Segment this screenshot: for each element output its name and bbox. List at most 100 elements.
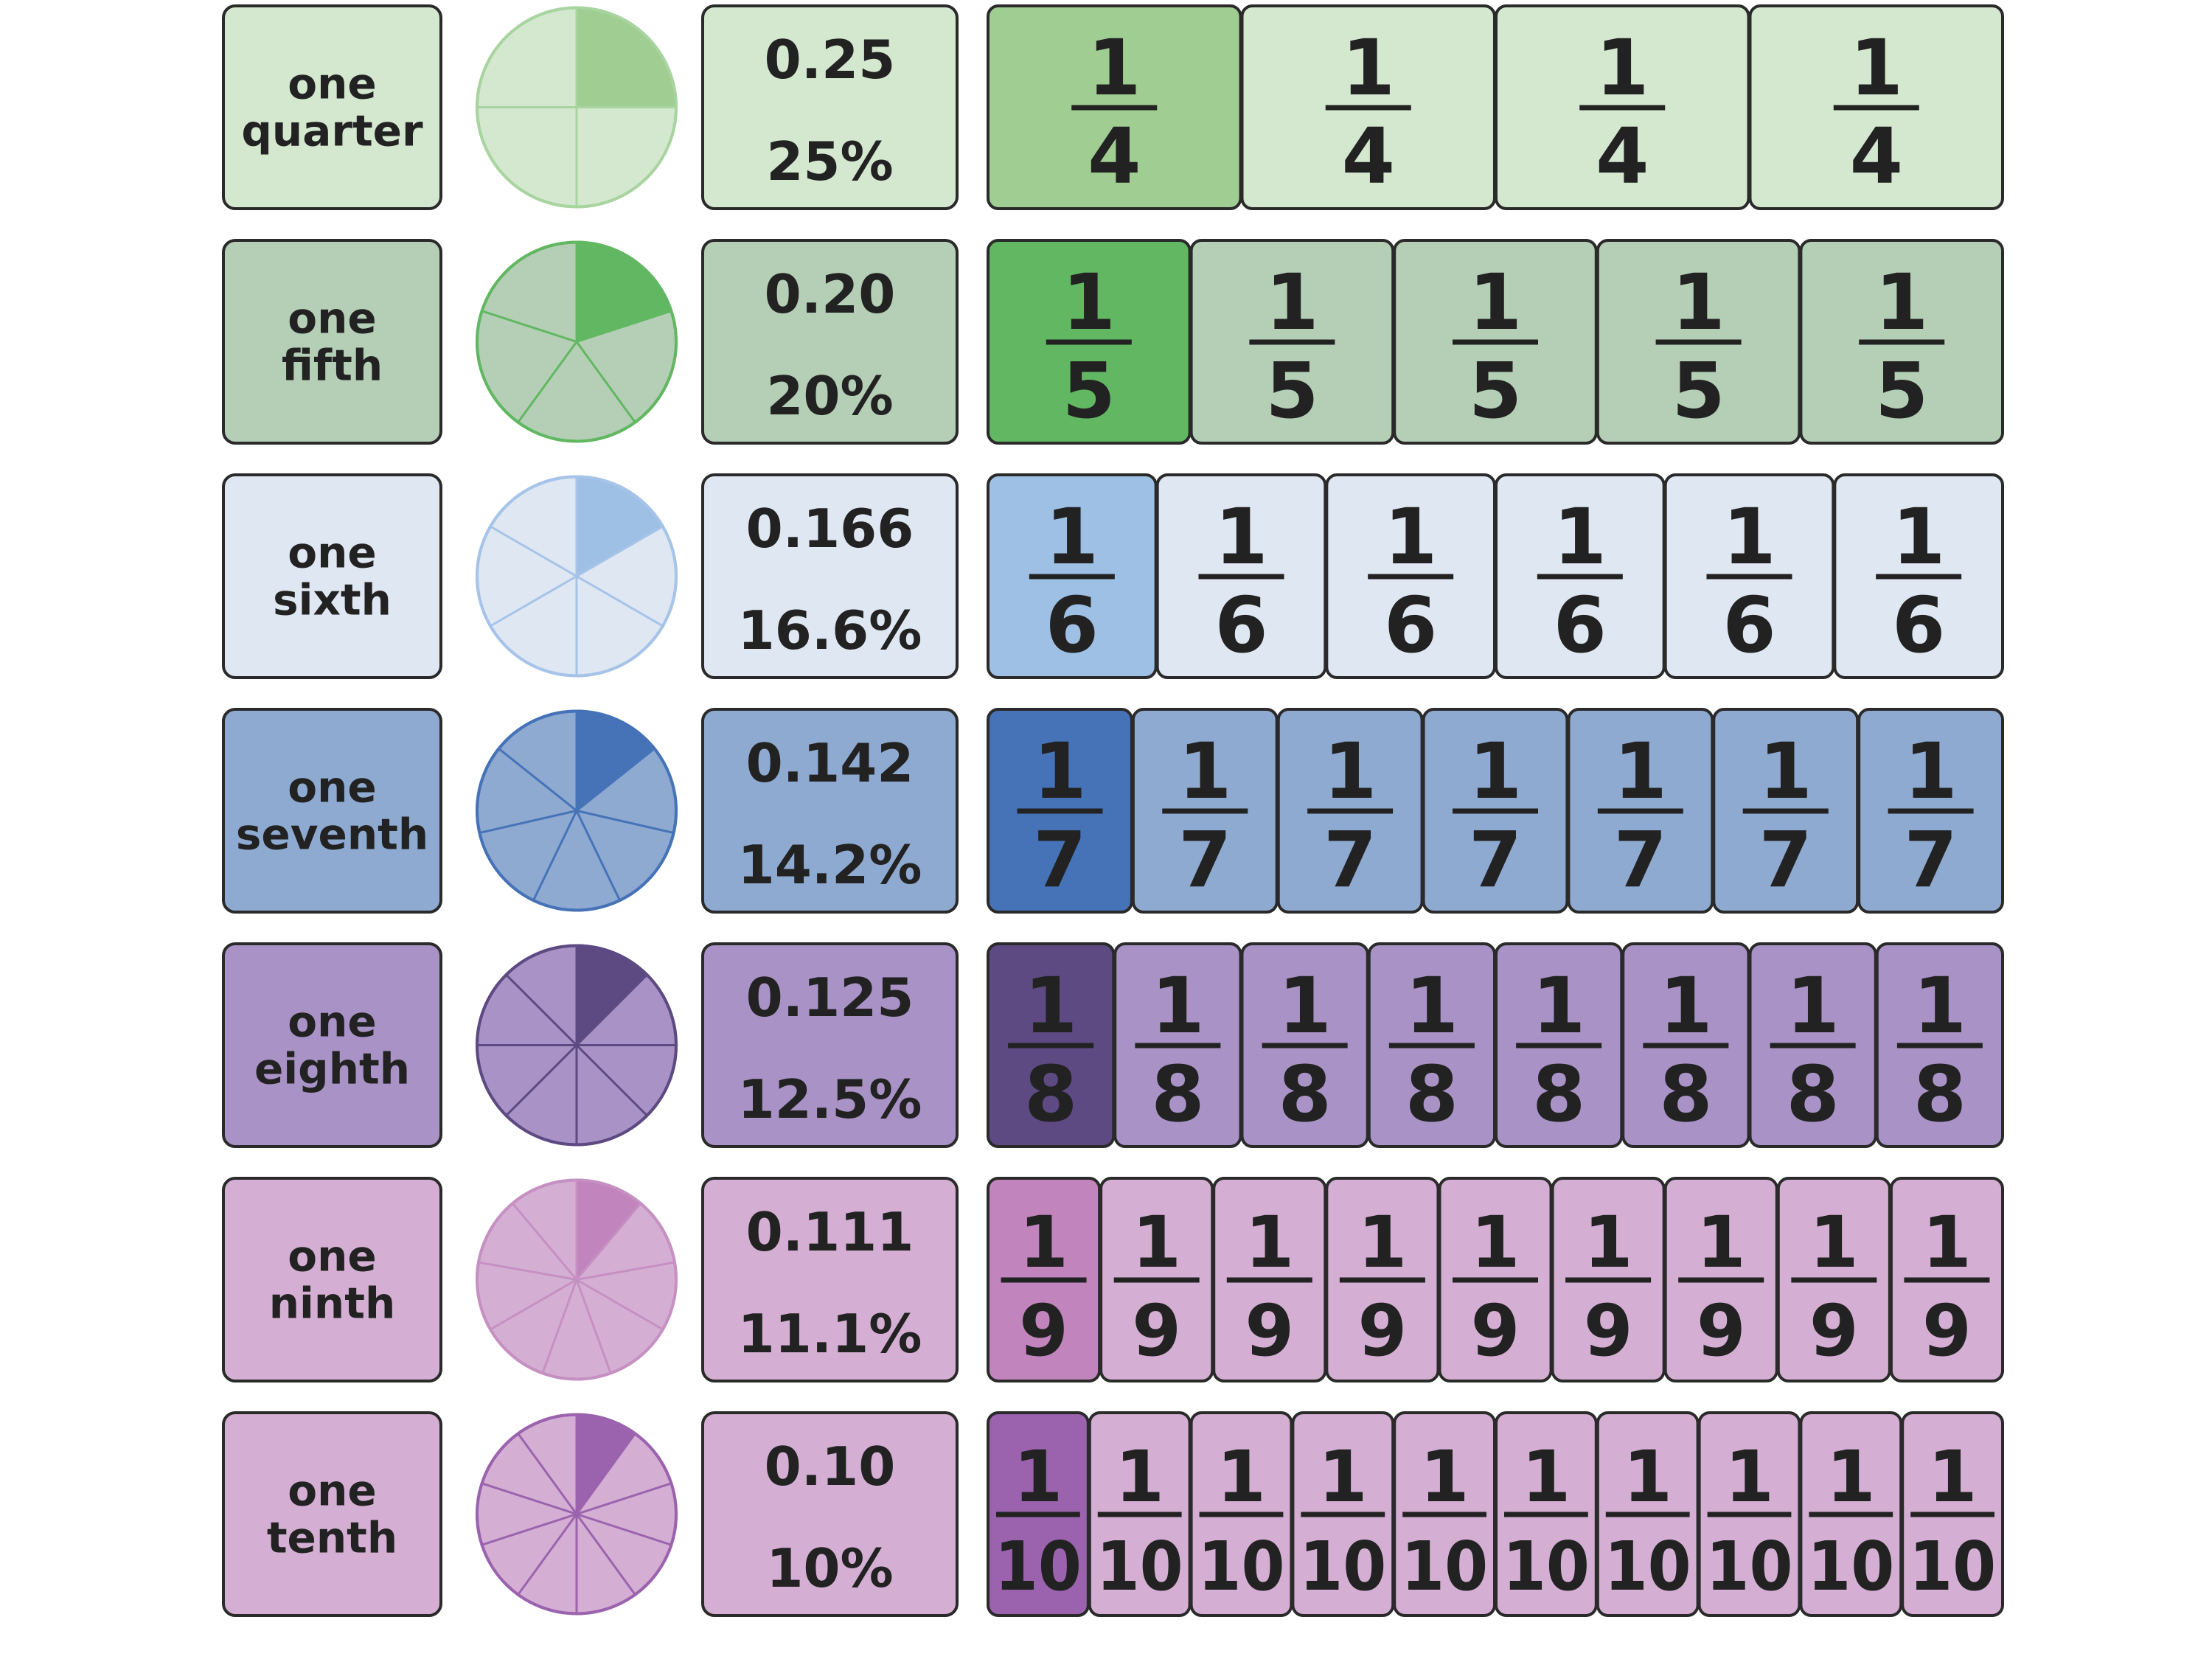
tile-denominator: 10 (1503, 1527, 1590, 1606)
pie-shaded-slice (577, 242, 672, 342)
percent-value: 11.1% (738, 1303, 922, 1365)
pie-divider (575, 1513, 636, 1596)
tile-numerator: 1 (1420, 1436, 1470, 1518)
fraction-pie (476, 709, 678, 912)
fraction-name-word: one (288, 762, 376, 813)
pie-divider (498, 748, 577, 812)
fraction-name-word: quarter (241, 106, 423, 156)
tile-denominator: 5 (1062, 346, 1116, 436)
tile-numerator: 1 (1659, 961, 1712, 1051)
decimal-card (701, 473, 959, 679)
fraction-pie (476, 6, 678, 209)
tile-numerator: 1 (1324, 726, 1377, 816)
name-card (222, 4, 442, 210)
tile-numerator: 1 (1024, 961, 1077, 1051)
fraction-pie (476, 475, 678, 678)
pie-divider (478, 1261, 577, 1281)
tile-denominator: 4 (1342, 111, 1395, 201)
pie-divider (575, 1044, 648, 1117)
tile-denominator: 10 (1299, 1527, 1386, 1606)
pie-shaded-slice (577, 945, 647, 1046)
pie-outline (476, 709, 678, 912)
tile-denominator: 9 (1809, 1290, 1859, 1372)
tile-numerator: 1 (1922, 1201, 1972, 1284)
tile-numerator: 1 (1217, 1436, 1266, 1518)
percent-value: 20% (766, 365, 893, 427)
tile-denominator: 8 (1278, 1049, 1331, 1139)
pie-shaded-slice (577, 711, 655, 811)
tile-numerator: 1 (1062, 257, 1116, 347)
tile-denominator: 4 (1088, 111, 1141, 201)
tile-numerator: 1 (1554, 492, 1607, 582)
tile-numerator: 1 (1809, 1201, 1859, 1284)
tile-denominator: 7 (1324, 815, 1377, 905)
pie-outline (476, 475, 678, 678)
tile-numerator: 1 (1904, 726, 1957, 816)
tile-denominator: 5 (1875, 346, 1928, 436)
tile-denominator: 10 (995, 1527, 1082, 1606)
tile-denominator: 8 (1532, 1049, 1585, 1139)
tile-denominator: 9 (1922, 1290, 1972, 1372)
pie-divider (576, 525, 664, 577)
pie-divider (505, 973, 578, 1046)
decimal-value: 0.25 (765, 29, 896, 91)
tile-denominator: 6 (1722, 580, 1775, 670)
pie-divider (517, 1513, 578, 1596)
tile-denominator: 8 (1913, 1049, 1966, 1139)
name-card (222, 239, 442, 445)
tile-numerator: 1 (1151, 961, 1204, 1051)
tile-denominator: 8 (1659, 1049, 1712, 1139)
fraction-row: onetenth0.1010%1101101101101101101101101… (222, 1411, 2004, 1617)
fraction-strip: 1 10 1 10 1 10 1 10 1 10 1 10 1 10 1 10 1 10 1 10 (987, 1411, 2004, 1617)
tile-numerator: 1 (1088, 23, 1141, 113)
pie-divider (532, 810, 578, 901)
decimal-value: 0.166 (746, 498, 914, 560)
tile-denominator: 6 (1384, 580, 1437, 670)
tile-denominator: 10 (1096, 1527, 1183, 1606)
tile-denominator: 6 (1554, 580, 1607, 670)
tile-numerator: 1 (1928, 1436, 1978, 1518)
tile-numerator: 1 (1178, 726, 1231, 816)
tile-numerator: 1 (1214, 492, 1267, 582)
tile-numerator: 1 (1469, 726, 1522, 816)
name-card (222, 473, 442, 679)
tile-denominator: 4 (1596, 111, 1649, 201)
fraction-name-word: eighth (254, 1044, 410, 1094)
name-card (222, 708, 442, 914)
tile-numerator: 1 (1759, 726, 1812, 816)
tile-numerator: 1 (1033, 726, 1086, 816)
pie-divider (576, 575, 664, 627)
tile-denominator: 9 (1357, 1290, 1407, 1372)
pie-shaded-slice (577, 1414, 636, 1514)
tile-denominator: 6 (1046, 580, 1099, 670)
pie-divider (517, 1433, 578, 1515)
tile-numerator: 1 (1892, 492, 1945, 582)
pie-divider (490, 575, 577, 627)
pie-divider (575, 810, 621, 901)
tile-numerator: 1 (1786, 961, 1839, 1051)
name-card (222, 1411, 442, 1617)
tile-denominator: 9 (1132, 1290, 1181, 1372)
pie-divider (575, 1279, 612, 1374)
decimal-card (701, 4, 959, 210)
tile-denominator: 6 (1892, 580, 1945, 670)
fraction-name-word: ninth (269, 1279, 395, 1329)
decimal-value: 0.111 (746, 1201, 914, 1263)
tile-numerator: 1 (1614, 726, 1667, 816)
tile-denominator: 7 (1614, 815, 1667, 905)
fraction-name-word: one (288, 1466, 376, 1516)
tile-denominator: 10 (1706, 1527, 1793, 1606)
pie-divider (576, 310, 672, 343)
tile-denominator: 5 (1672, 346, 1725, 436)
pie-shaded-slice (577, 1180, 641, 1280)
pie-divider (481, 1482, 577, 1515)
pie-divider (575, 973, 648, 1046)
pie-divider (576, 810, 674, 835)
tile-numerator: 1 (1471, 1201, 1520, 1284)
